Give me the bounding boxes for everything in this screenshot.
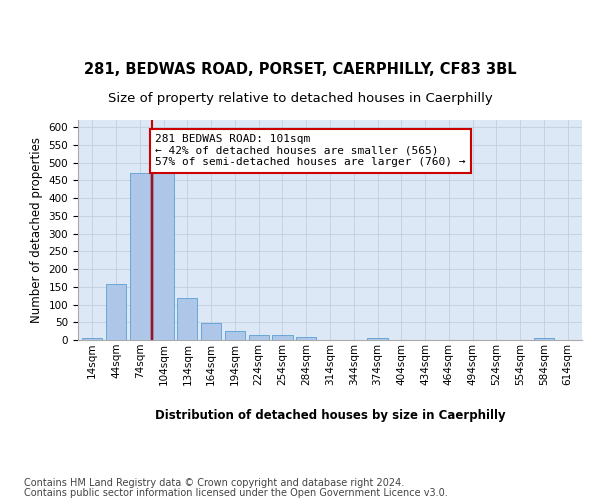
Bar [272, 336, 293, 340]
Bar [106, 284, 126, 340]
Bar [201, 322, 221, 340]
Bar [367, 338, 388, 340]
Bar [534, 338, 554, 340]
Bar [225, 331, 245, 340]
Text: Contains public sector information licensed under the Open Government Licence v3: Contains public sector information licen… [24, 488, 448, 498]
Text: Contains HM Land Registry data © Crown copyright and database right 2024.: Contains HM Land Registry data © Crown c… [24, 478, 404, 488]
Bar [130, 173, 150, 340]
Text: Distribution of detached houses by size in Caerphilly: Distribution of detached houses by size … [155, 410, 505, 422]
Bar [154, 164, 173, 340]
Text: 281, BEDWAS ROAD, PORSET, CAERPHILLY, CF83 3BL: 281, BEDWAS ROAD, PORSET, CAERPHILLY, CF… [83, 62, 517, 78]
Y-axis label: Number of detached properties: Number of detached properties [30, 137, 43, 323]
Bar [248, 335, 269, 340]
Bar [82, 338, 103, 340]
Text: 281 BEDWAS ROAD: 101sqm
← 42% of detached houses are smaller (565)
57% of semi-d: 281 BEDWAS ROAD: 101sqm ← 42% of detache… [155, 134, 466, 168]
Text: Size of property relative to detached houses in Caerphilly: Size of property relative to detached ho… [107, 92, 493, 105]
Bar [296, 337, 316, 340]
Bar [177, 298, 197, 340]
